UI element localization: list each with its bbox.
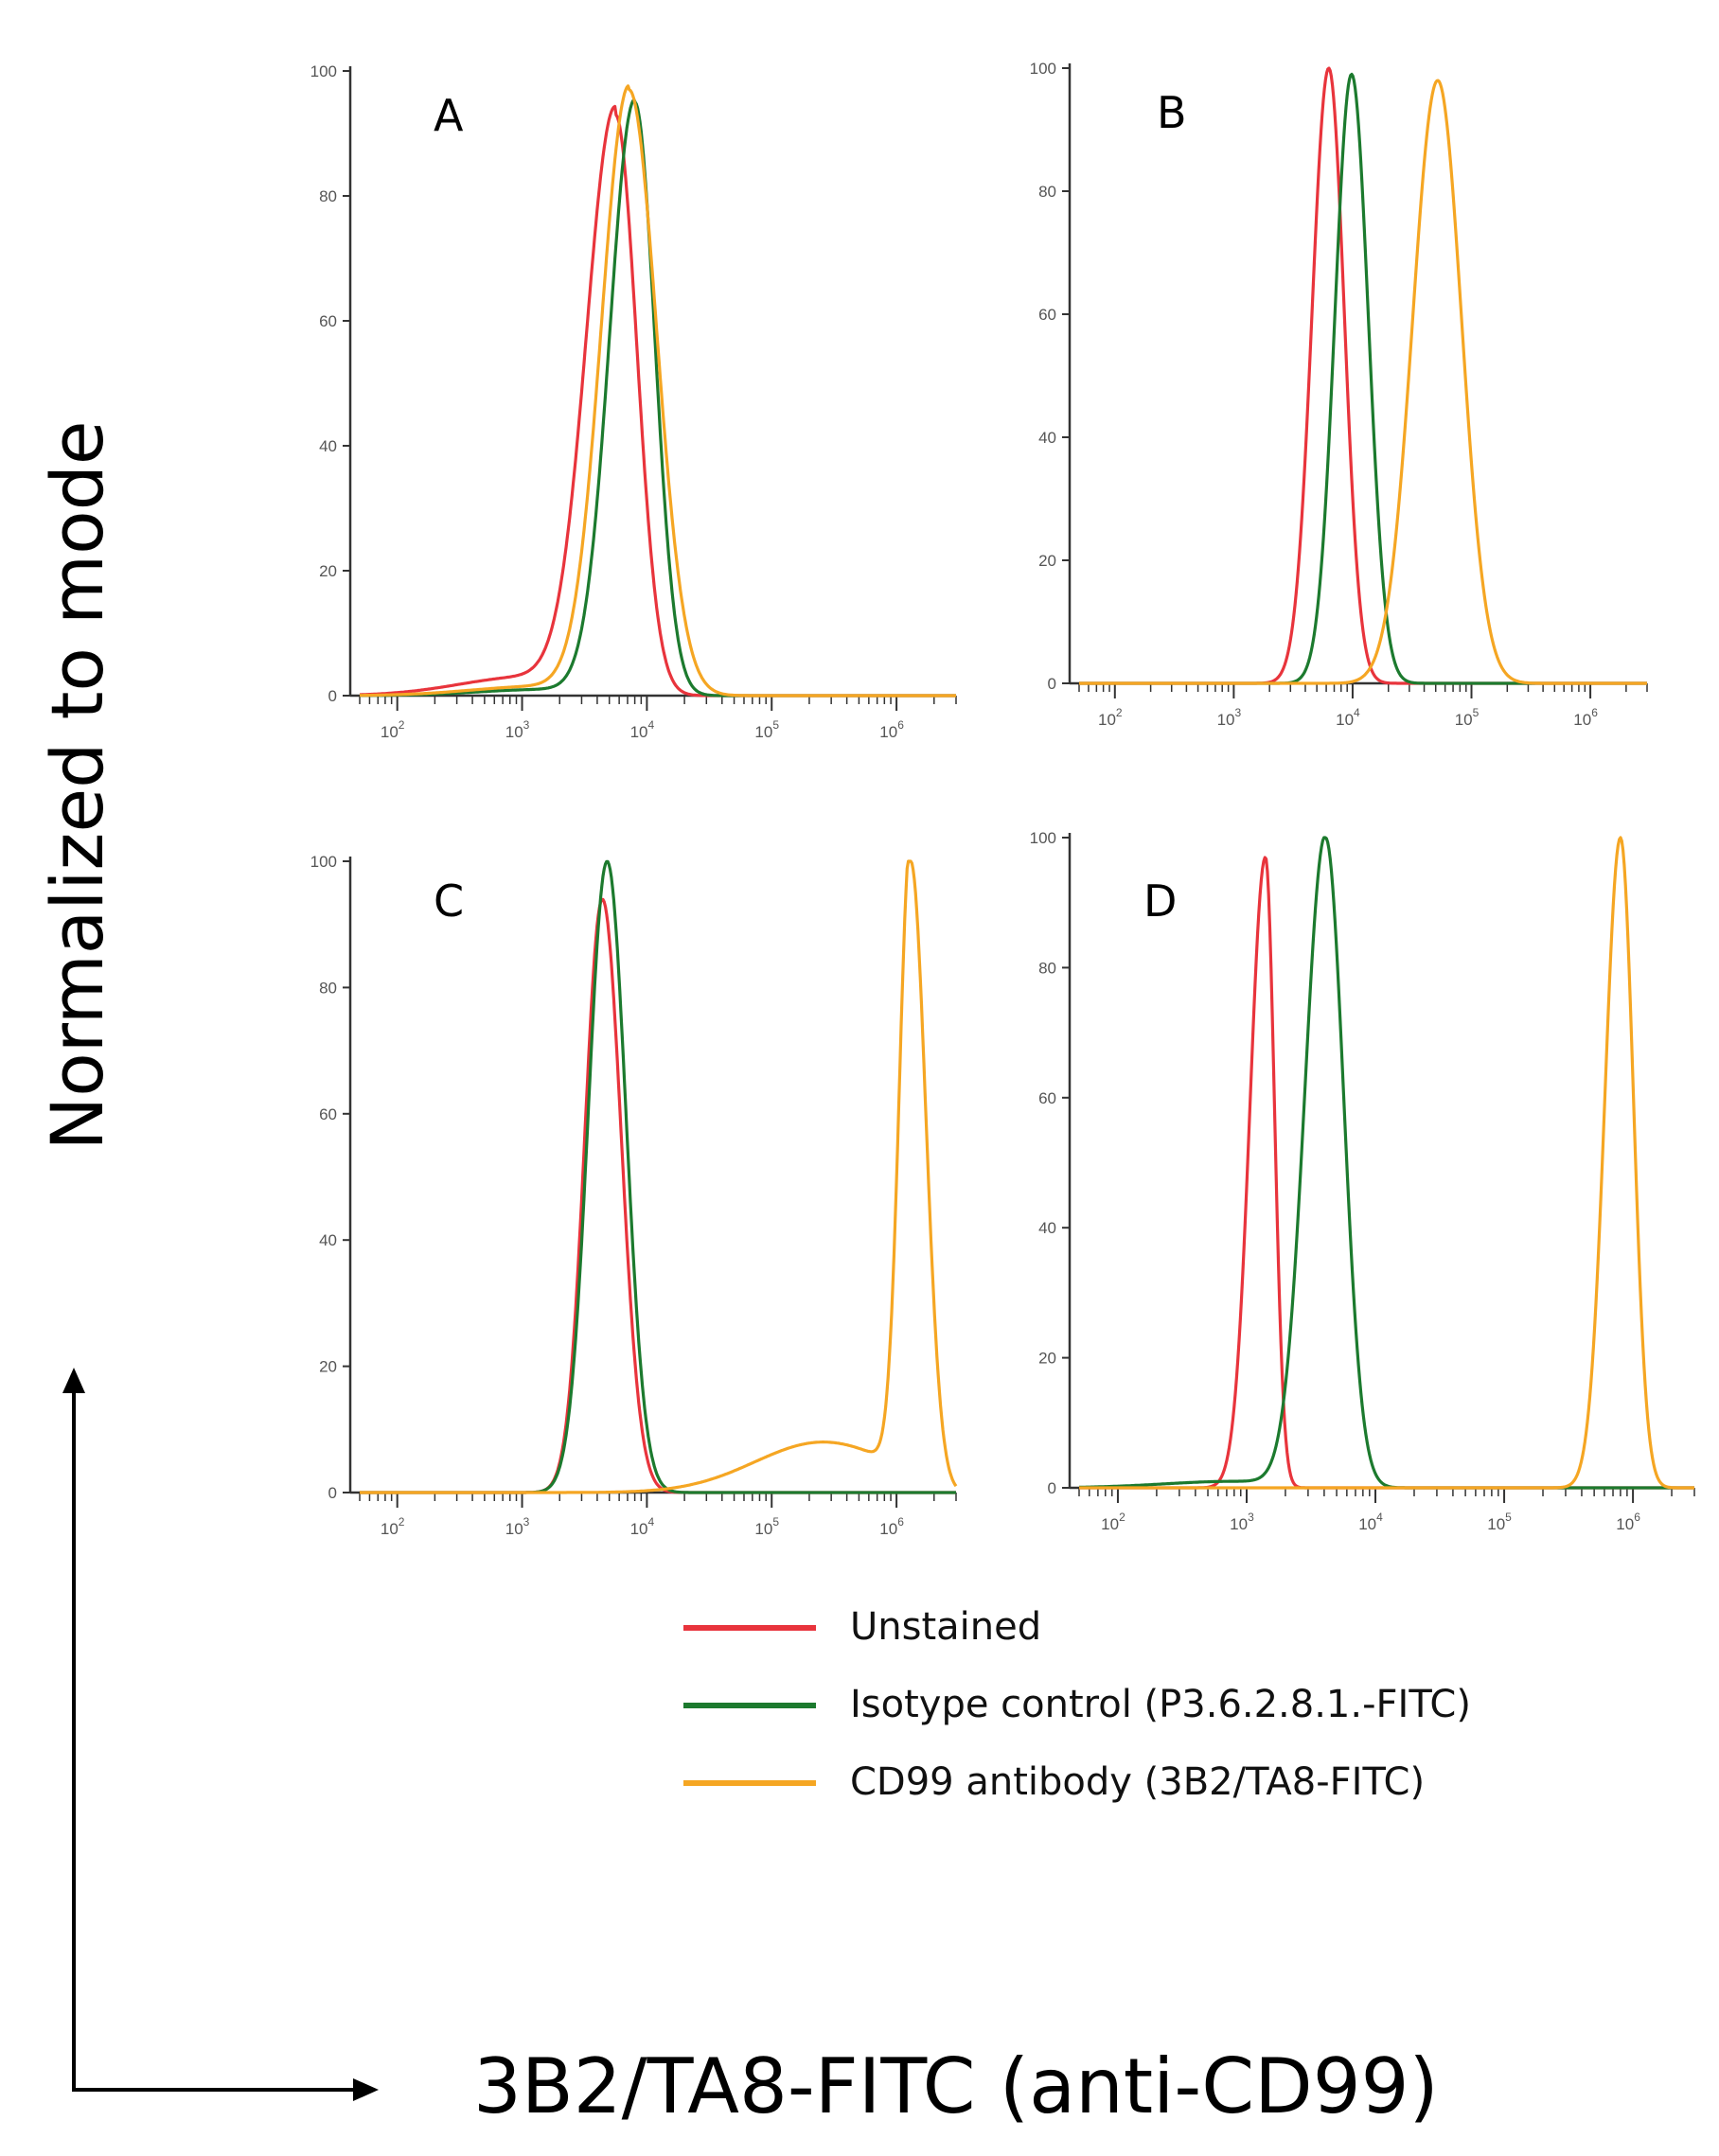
x-tick-label: 106 [1616,1511,1640,1533]
y-tick-label: 0 [328,687,337,705]
series-line-isotype [359,859,957,1494]
x-tick-label: 104 [1358,1511,1383,1533]
y-arrow-head [62,1368,85,1393]
series-line-cd99 [359,859,958,1494]
legend-item: Unstained [683,1605,1041,1649]
series-line-cd99 [1078,836,1695,1490]
y-tick-label: 100 [310,62,337,80]
x-tick-label: 102 [1098,706,1123,729]
y-tick-label: 60 [1038,306,1056,324]
panel-b: 0 20 40 60 80 100 102 103 104 105 106 B [1030,60,1648,729]
x-tick-label: 105 [1455,706,1480,729]
series-line-unstained [359,897,957,1494]
panel-letter: B [1157,87,1187,138]
y-tick-label: 100 [1030,60,1056,78]
y-tick-label: 40 [1038,1219,1056,1237]
y-tick-label: 20 [1038,1350,1056,1368]
panel-letter: C [434,875,464,927]
series-line-cd99 [359,84,957,698]
y-tick-label: 20 [1038,552,1056,570]
y-axis-label: Normalized to mode [35,420,119,1150]
series-line-unstained [1078,66,1648,685]
x-tick-label: 104 [630,1515,655,1538]
y-tick-label: 100 [1030,829,1056,847]
panel-a: 0 20 40 60 80 100 102 103 104 105 106 A [310,62,957,741]
y-tick-label: 60 [1038,1089,1056,1107]
x-tick-label: 103 [505,1515,530,1538]
x-tick-label: 103 [1230,1511,1254,1533]
legend: Unstained Isotype control (P3.6.2.8.1.-FI… [683,1605,1471,1804]
x-tick-label: 102 [381,718,405,741]
x-axis-label: 3B2/TA8-FITC (anti-CD99) [473,2042,1439,2130]
y-tick-label: 80 [319,187,337,205]
y-tick-label: 60 [319,1105,337,1123]
panel-letter: D [1143,875,1177,927]
panel-c: 0 20 40 60 80 100 102 103 104 105 106 C [310,853,958,1538]
x-tick-label: 103 [1217,706,1242,729]
y-tick-label: 40 [319,437,337,455]
legend-label: Isotype control (P3.6.2.8.1.-FITC) [850,1683,1471,1726]
y-tick-label: 0 [1048,1479,1056,1497]
y-tick-label: 20 [319,1358,337,1376]
panels: 0 20 40 60 80 100 102 103 104 105 106 A 0 20 40 60 80 100… [310,60,1695,1538]
x-tick-label: 104 [630,718,655,741]
legend-label: Unstained [850,1605,1041,1649]
x-tick-label: 105 [754,1515,779,1538]
y-tick-label: 40 [319,1231,337,1249]
x-tick-label: 106 [1573,706,1598,729]
legend-item: CD99 antibody (3B2/TA8-FITC) [683,1760,1425,1804]
y-tick-label: 80 [1038,183,1056,201]
panel-letter: A [434,90,464,141]
x-tick-label: 104 [1336,706,1360,729]
y-tick-label: 100 [310,853,337,871]
y-tick-label: 60 [319,312,337,330]
y-tick-label: 80 [319,979,337,997]
x-tick-label: 102 [1101,1511,1125,1533]
y-tick-label: 0 [1048,675,1056,693]
series-line-isotype [1078,836,1695,1490]
series-line-isotype [1078,72,1648,685]
x-tick-label: 106 [879,718,904,741]
x-tick-label: 102 [381,1515,405,1538]
x-tick-label: 105 [754,718,779,741]
y-tick-label: 20 [319,562,337,580]
x-tick-label: 105 [1487,1511,1512,1533]
x-tick-label: 106 [879,1515,904,1538]
x-arrow-head [353,2078,379,2101]
y-tick-label: 80 [1038,959,1056,977]
x-tick-label: 103 [505,718,530,741]
series-line-cd99 [1078,79,1648,685]
legend-label: CD99 antibody (3B2/TA8-FITC) [850,1760,1425,1804]
y-tick-label: 0 [328,1484,337,1502]
panel-d: 0 20 40 60 80 100 102 103 104 105 106 D [1030,829,1695,1533]
legend-item: Isotype control (P3.6.2.8.1.-FITC) [683,1683,1471,1726]
y-tick-label: 40 [1038,429,1056,447]
